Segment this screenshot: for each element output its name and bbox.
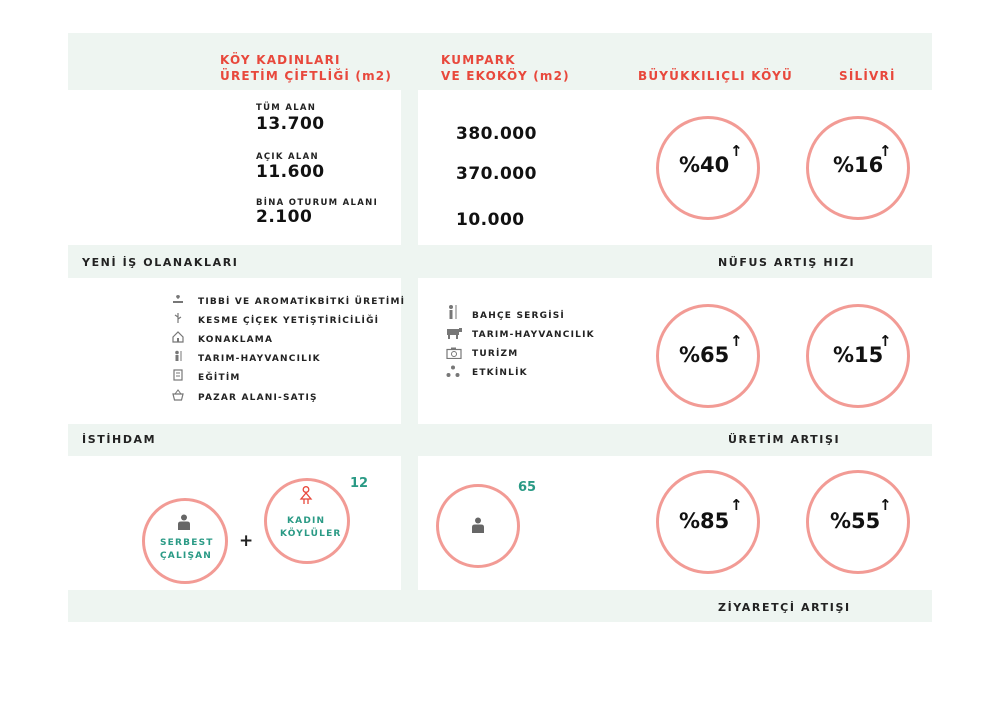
header-kumpark: KUMPARK VE EKOKÖY (m2) [441,53,570,83]
gardener-icon [449,305,457,319]
prod-silivri-value: %15 [833,343,884,367]
person-icon [178,514,190,530]
job-item-5: EĞİTİM [198,373,241,383]
kumpark-employee-count: 65 [518,480,537,495]
job-item-2: KESME ÇİÇEK YETİŞTİRİCİLİĞİ [198,316,380,326]
camera-icon [446,347,462,359]
total-area-value: 13.700 [256,114,325,134]
pop-buyukkilicli-value: %40 [679,153,730,177]
plus-sign: + [239,531,254,551]
freelance-label-2: ÇALIŞAN [160,551,213,561]
women-circle [264,478,350,564]
person-icon [472,517,484,533]
vis-buyukkilicli-value: %85 [679,509,730,533]
job2-item-2: TARIM-HAYVANCILIK [472,330,595,340]
section-jobs: YENİ İŞ OLANAKLARI [82,256,239,269]
house-icon [172,331,184,343]
section-population: NÜFUS ARTIŞ HIZI [718,256,856,269]
panel-farm-area [68,90,401,245]
kumpark-value-1: 380.000 [456,124,537,144]
group-icon [446,365,460,377]
job-item-3: KONAKLAMA [198,335,274,345]
women-label-2: KÖYLÜLER [280,529,342,539]
basket-icon [172,389,184,401]
vis-buyukkilicli-circle [656,470,760,574]
women-label-1: KADIN [287,516,326,526]
woman-icon [299,486,313,504]
prod-silivri-circle [806,304,910,408]
total-area-label: TÜM ALAN [256,103,317,113]
job2-item-4: ETKİNLİK [472,368,528,378]
up-arrow-icon: ↑ [730,496,743,514]
section-production: ÜRETİM ARTIŞI [728,433,841,446]
pop-silivri-value: %16 [833,153,884,177]
open-area-value: 11.600 [256,162,325,182]
job-item-1: TIBBİ VE AROMATİKBİTKİ ÜRETİMİ [198,297,406,307]
pop-buyukkilicli-circle [656,116,760,220]
section-visitors: ZİYARETÇİ ARTIŞI [718,601,851,614]
up-arrow-icon: ↑ [879,142,892,160]
panel-jobs-1 [68,278,401,424]
job2-item-3: TURİZM [472,349,519,359]
pop-silivri-circle [806,116,910,220]
book-icon [173,369,183,381]
prod-buyukkilicli-value: %65 [679,343,730,367]
job2-item-1: BAHÇE SERGİSİ [472,311,565,321]
up-arrow-icon: ↑ [730,142,743,160]
up-arrow-icon: ↑ [879,332,892,350]
prod-buyukkilicli-circle [656,304,760,408]
plant-hand-icon [173,295,183,303]
up-arrow-icon: ↑ [730,332,743,350]
vis-silivri-circle [806,470,910,574]
header-buyukkilicli: BÜYÜKKILIÇLI KÖYÜ [638,69,793,83]
freelance-label-1: SERBEST [160,538,214,548]
kumpark-value-3: 10.000 [456,210,525,230]
freelance-circle [142,498,228,584]
building-area-value: 2.100 [256,207,313,227]
women-count: 12 [350,476,369,491]
job-item-4: TARIM-HAYVANCILIK [198,354,321,364]
header-silivri: SİLİVRİ [839,69,896,83]
farmer-icon [175,350,182,361]
vis-silivri-value: %55 [830,509,881,533]
flower-icon [174,313,182,323]
up-arrow-icon: ↑ [879,496,892,514]
job-item-6: PAZAR ALANI-SATIŞ [198,393,318,403]
kumpark-value-2: 370.000 [456,164,537,184]
building-area-label: BİNA OTURUM ALANI [256,198,379,208]
header-band [68,33,932,90]
header-farm: KÖY KADINLARI ÜRETİM ÇİFTLİĞİ (m2) [220,53,393,83]
open-area-label: AÇIK ALAN [256,152,319,162]
section-employment: İSTİHDAM [82,433,157,446]
cow-icon [447,328,462,339]
